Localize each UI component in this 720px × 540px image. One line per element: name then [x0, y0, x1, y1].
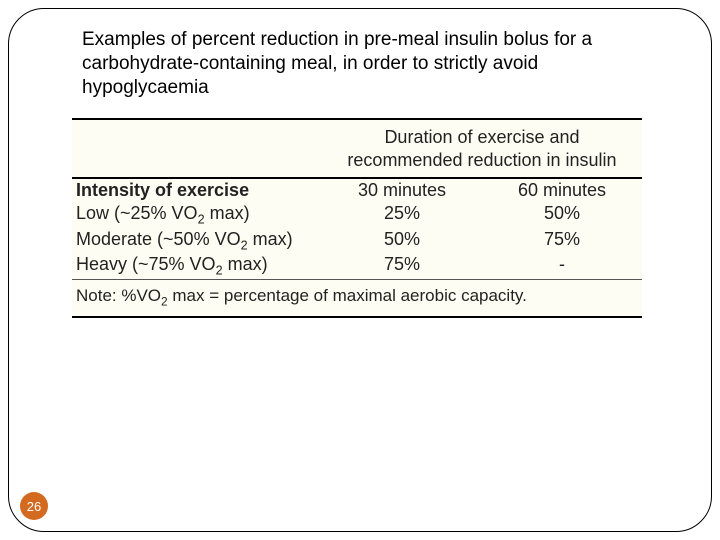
- col-60-header: 60 minutes: [482, 180, 642, 201]
- row-v60: 75%: [482, 229, 642, 250]
- rule-bottom: [72, 316, 642, 318]
- insulin-reduction-table: Duration of exercise and recommended red…: [72, 118, 642, 318]
- header-text: Duration of exercise and recommended red…: [322, 120, 642, 177]
- row-label: Low (~25% VO2 max): [72, 203, 322, 227]
- page-number: 26: [27, 499, 41, 514]
- header-spacer: [72, 120, 322, 177]
- intensity-header: Intensity of exercise: [72, 180, 322, 201]
- table-row: Heavy (~75% VO2 max) 75% -: [72, 253, 642, 279]
- row-v60: 50%: [482, 203, 642, 224]
- table-header-row: Duration of exercise and recommended red…: [72, 120, 642, 177]
- slide-title: Examples of percent reduction in pre-mea…: [82, 28, 602, 99]
- row-v30: 25%: [322, 203, 482, 224]
- row-v30: 50%: [322, 229, 482, 250]
- column-header-row: Intensity of exercise 30 minutes 60 minu…: [72, 179, 642, 202]
- table-row: Low (~25% VO2 max) 25% 50%: [72, 202, 642, 228]
- table-note: Note: %VO2 max = percentage of maximal a…: [72, 280, 642, 316]
- row-label: Moderate (~50% VO2 max): [72, 229, 322, 253]
- row-v30: 75%: [322, 254, 482, 275]
- table-row: Moderate (~50% VO2 max) 50% 75%: [72, 228, 642, 254]
- row-v60: -: [482, 254, 642, 275]
- col-30-header: 30 minutes: [322, 180, 482, 201]
- row-label: Heavy (~75% VO2 max): [72, 254, 322, 278]
- page-number-badge: 26: [20, 492, 48, 520]
